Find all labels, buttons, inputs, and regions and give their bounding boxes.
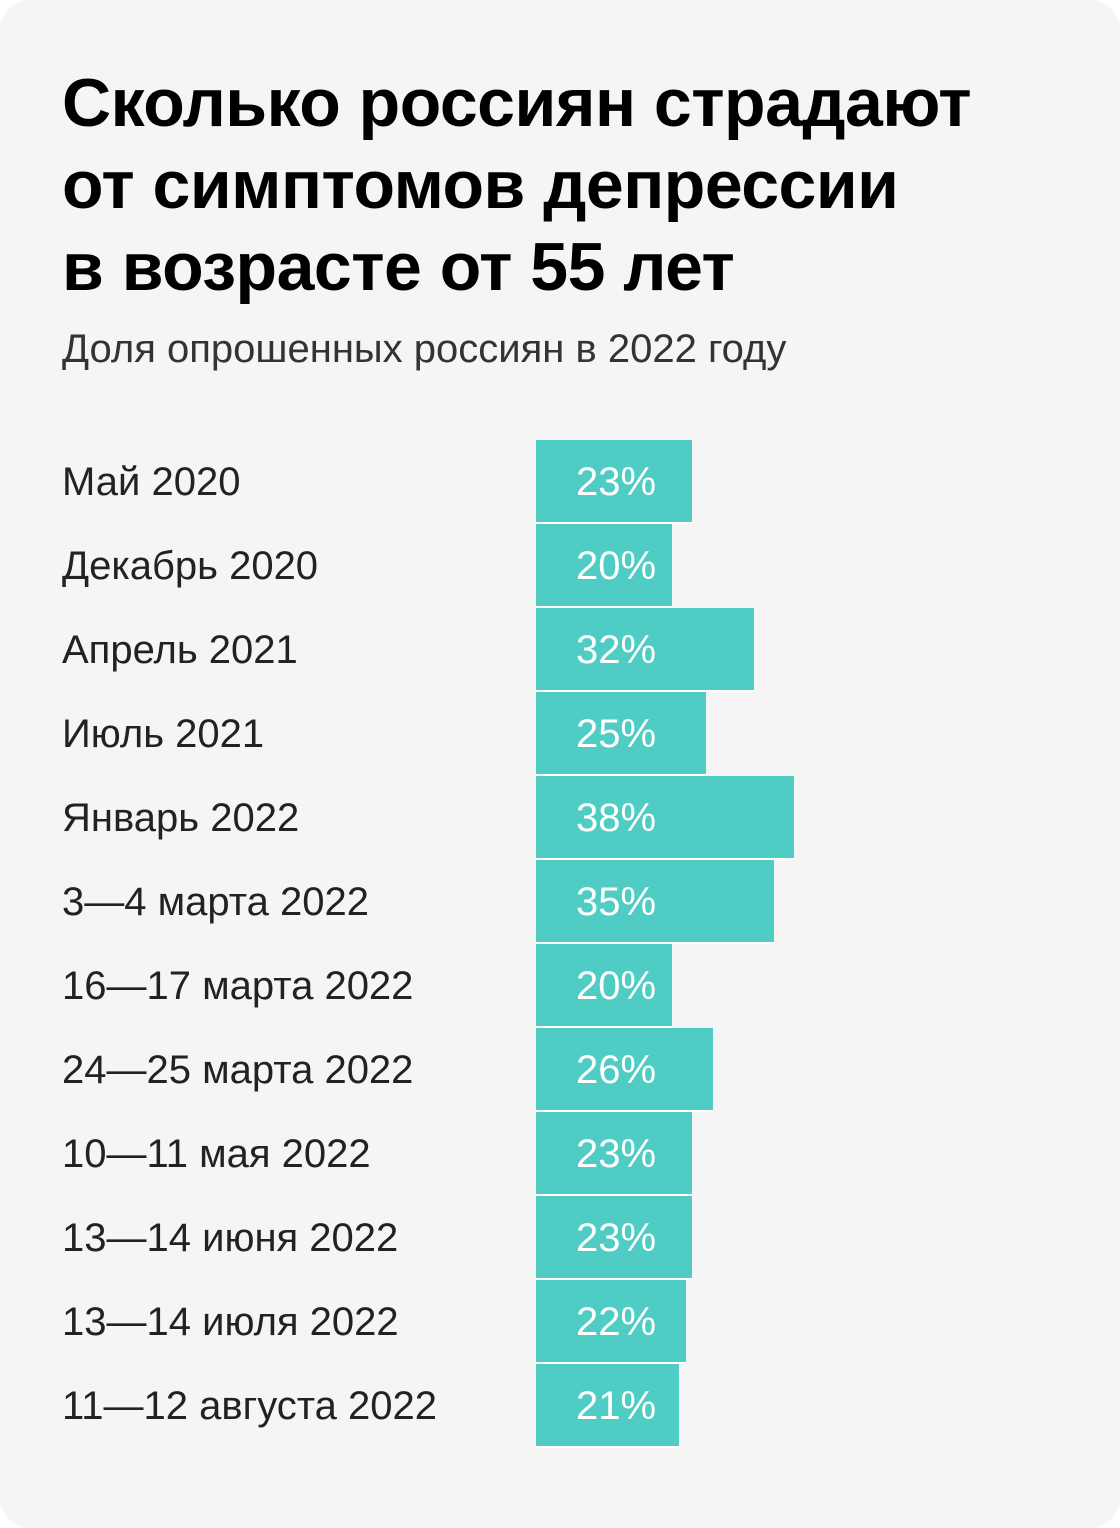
bar-row: Июль 2021 25% — [0, 692, 1120, 776]
category-label: 16—17 марта 2022 — [62, 964, 414, 1008]
bar-row: 3—4 марта 2022 35% — [0, 860, 1120, 944]
bar-row: Декабрь 2020 20% — [0, 524, 1120, 608]
value-label: 35% — [576, 880, 657, 924]
value-label: 38% — [576, 796, 657, 840]
value-label: 22% — [576, 1300, 657, 1344]
value-label: 32% — [576, 628, 657, 672]
bar — [536, 692, 706, 776]
bar-row: Январь 2022 38% — [0, 776, 1120, 860]
category-label: Январь 2022 — [62, 796, 300, 840]
bar-row: Апрель 2021 32% — [0, 608, 1120, 692]
value-label: 21% — [576, 1384, 657, 1428]
bar — [536, 1196, 693, 1280]
chart-subtitle: Доля опрошенных россиян в 2022 году — [62, 327, 787, 371]
chart-title-line: в возрасте от 55 лет — [62, 229, 735, 305]
bar — [536, 1028, 713, 1112]
bar — [536, 608, 754, 692]
bar-row: 13—14 июля 2022 22% — [0, 1280, 1120, 1364]
category-label: Апрель 2021 — [62, 628, 298, 672]
category-label: Декабрь 2020 — [62, 544, 319, 588]
value-label: 23% — [576, 460, 657, 504]
category-label: 3—4 марта 2022 — [62, 880, 369, 924]
bar — [536, 440, 693, 524]
value-label: 23% — [576, 1216, 657, 1260]
bar — [536, 944, 672, 1028]
bar-row: 13—14 июня 2022 23% — [0, 1196, 1120, 1280]
category-label: Июль 2021 — [62, 712, 265, 756]
bar-row: 11—12 августа 2022 21% — [0, 1364, 1120, 1448]
chart-title: Сколько россиян страдают от симптомов де… — [62, 62, 1062, 308]
bar-row: 24—25 марта 2022 26% — [0, 1028, 1120, 1112]
value-label: 25% — [576, 712, 657, 756]
bar — [536, 860, 774, 944]
bar-chart: Май 2020 23% Декабрь 2020 20% Апрель 2021 32%… — [0, 440, 1120, 1450]
value-label: 26% — [576, 1048, 657, 1092]
category-label: 11—12 августа 2022 — [62, 1384, 437, 1428]
bar — [536, 524, 672, 608]
value-label: 20% — [576, 964, 657, 1008]
category-label: 10—11 мая 2022 — [62, 1132, 371, 1176]
bar — [536, 1280, 686, 1364]
category-label: 13—14 июня 2022 — [62, 1216, 399, 1260]
bar-row: 16—17 марта 2022 20% — [0, 944, 1120, 1028]
bar — [536, 776, 795, 860]
bar-row: 10—11 мая 2022 23% — [0, 1112, 1120, 1196]
bar — [536, 1364, 679, 1448]
chart-title-line: Сколько россиян страдают — [62, 65, 972, 141]
category-label: 13—14 июля 2022 — [62, 1300, 399, 1344]
bar-row: Май 2020 23% — [0, 440, 1120, 524]
category-label: Май 2020 — [62, 460, 241, 504]
category-label: 24—25 марта 2022 — [62, 1048, 414, 1092]
value-label: 23% — [576, 1132, 657, 1176]
bar — [536, 1112, 693, 1196]
chart-title-line: от симптомов депрессии — [62, 147, 899, 223]
value-label: 20% — [576, 544, 657, 588]
